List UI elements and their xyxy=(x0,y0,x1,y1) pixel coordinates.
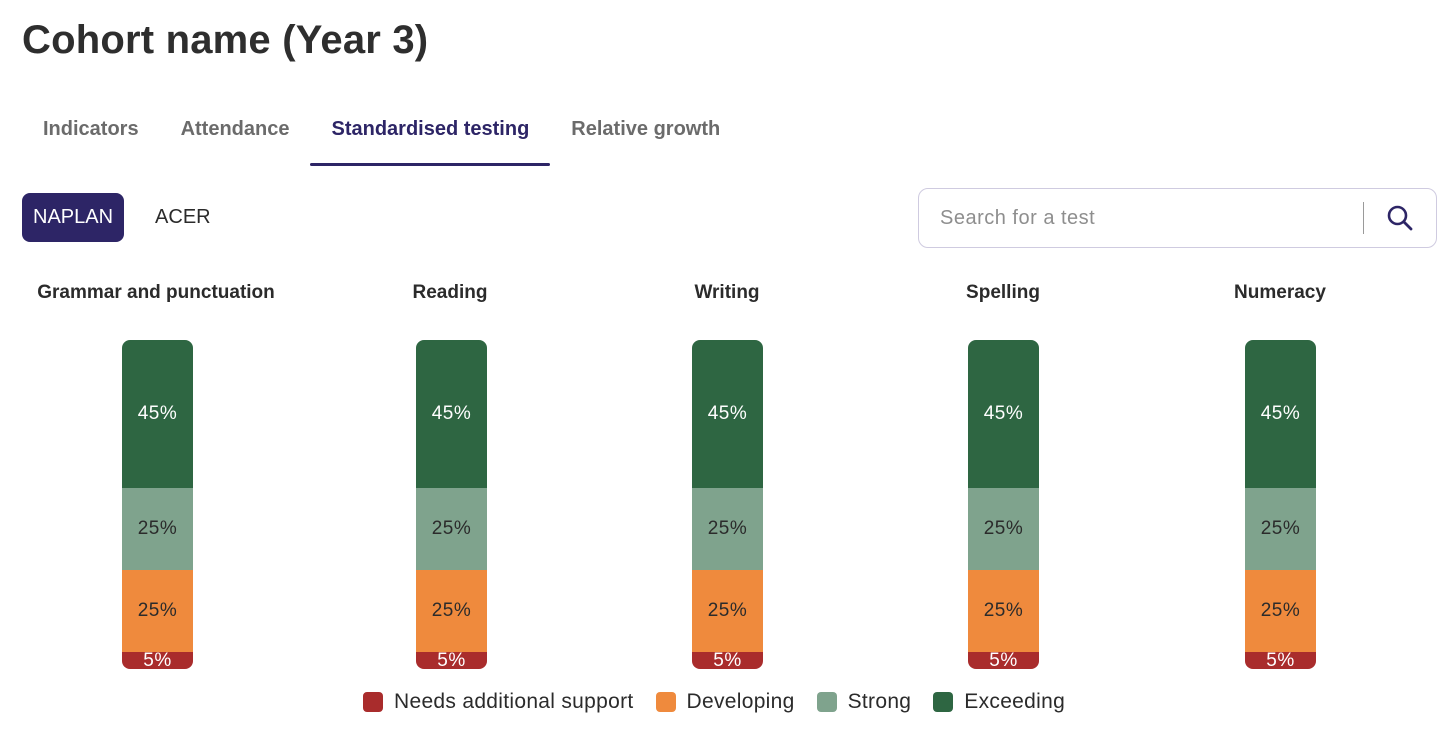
bar-segment-support: 5% xyxy=(968,649,1039,670)
data-label: 25% xyxy=(137,518,178,539)
data-label: 45% xyxy=(983,403,1024,424)
legend-item-developing: Developing xyxy=(655,690,795,714)
legend-swatch-developing xyxy=(655,692,676,712)
bar-segment-support: 5% xyxy=(416,649,487,670)
legend-swatch-support xyxy=(363,692,383,712)
data-label: 5% xyxy=(989,649,1018,670)
chart-title-numeracy: Numeracy xyxy=(1234,282,1326,303)
data-label: 45% xyxy=(137,403,178,424)
data-label: 5% xyxy=(713,649,742,670)
data-label: 25% xyxy=(431,518,472,539)
bar-segment-strong: 25% xyxy=(1245,488,1316,570)
chart-title-spelling: Spelling xyxy=(966,282,1040,303)
search-button[interactable] xyxy=(1364,189,1436,247)
stacked-bar-grammar-and-punctuation: 45% 25% 25% 5% xyxy=(122,340,193,669)
stacked-bar-numeracy: 45% 25% 25% 5% xyxy=(1245,340,1316,669)
tab-standardised-testing[interactable]: Standardised testing xyxy=(310,100,551,166)
stacked-bar-spelling: 45% 25% 25% 5% xyxy=(968,340,1039,669)
legend-item-strong: Strong xyxy=(816,690,912,714)
bar-segment-exceeding: 45% xyxy=(122,340,193,488)
bar-segment-developing: 25% xyxy=(1245,570,1316,652)
chart-legend: Needs additional support Developing Stro… xyxy=(363,690,1087,714)
test-type-toggle: NAPLAN ACER xyxy=(22,193,222,242)
bar-segment-developing: 25% xyxy=(692,570,763,652)
acer-button[interactable]: ACER xyxy=(155,206,211,228)
data-label: 25% xyxy=(1260,518,1301,539)
bar-segment-strong: 25% xyxy=(692,488,763,570)
bar-segment-developing: 25% xyxy=(968,570,1039,652)
page-title: Cohort name (Year 3) xyxy=(22,18,429,62)
stacked-bar-reading: 45% 25% 25% 5% xyxy=(416,340,487,669)
tab-indicators[interactable]: Indicators xyxy=(43,118,139,140)
legend-item-exceeding: Exceeding xyxy=(933,690,1065,714)
bar-segment-exceeding: 45% xyxy=(968,340,1039,488)
chart-title-reading: Reading xyxy=(412,282,488,303)
data-label: 45% xyxy=(431,403,472,424)
data-label: 25% xyxy=(707,518,748,539)
search-box xyxy=(918,188,1437,248)
data-label: 25% xyxy=(137,600,178,621)
bar-segment-strong: 25% xyxy=(968,488,1039,570)
chart-title-grammar-and-punctuation: Grammar and punctuation xyxy=(37,282,275,303)
bar-segment-support: 5% xyxy=(1245,649,1316,670)
bar-segment-support: 5% xyxy=(692,649,763,670)
bar-segment-strong: 25% xyxy=(416,488,487,570)
data-label: 25% xyxy=(431,600,472,621)
data-label: 25% xyxy=(983,600,1024,621)
data-label: 5% xyxy=(1266,649,1295,670)
legend-swatch-exceeding xyxy=(933,692,954,712)
legend-label: Needs additional support xyxy=(394,690,634,713)
legend-label: Developing xyxy=(686,690,795,713)
tab-relative-growth[interactable]: Relative growth xyxy=(571,118,721,140)
legend-swatch-strong xyxy=(816,692,837,712)
bar-segment-exceeding: 45% xyxy=(416,340,487,488)
bar-segment-developing: 25% xyxy=(122,570,193,652)
search-icon xyxy=(1387,205,1413,231)
data-label: 25% xyxy=(1260,600,1301,621)
naplan-button[interactable]: NAPLAN xyxy=(22,193,125,242)
data-label: 25% xyxy=(983,518,1024,539)
search-input[interactable] xyxy=(919,189,1363,247)
legend-label: Exceeding xyxy=(964,690,1066,713)
stacked-bar-writing: 45% 25% 25% 5% xyxy=(692,340,763,669)
legend-item-support: Needs additional support xyxy=(363,690,634,714)
legend-label: Strong xyxy=(847,690,912,713)
chart-title-writing: Writing xyxy=(694,282,760,303)
data-label: 25% xyxy=(707,600,748,621)
tab-attendance[interactable]: Attendance xyxy=(180,118,290,140)
search-divider xyxy=(1363,202,1364,234)
tab-bar: Indicators Attendance Standardised testi… xyxy=(22,100,741,166)
bar-segment-exceeding: 45% xyxy=(1245,340,1316,488)
bar-segment-developing: 25% xyxy=(416,570,487,652)
data-label: 45% xyxy=(707,403,748,424)
data-label: 5% xyxy=(437,649,466,670)
bar-segment-support: 5% xyxy=(122,649,193,670)
bar-segment-strong: 25% xyxy=(122,488,193,570)
data-label: 45% xyxy=(1260,403,1301,424)
data-label: 5% xyxy=(143,649,172,670)
bar-segment-exceeding: 45% xyxy=(692,340,763,488)
